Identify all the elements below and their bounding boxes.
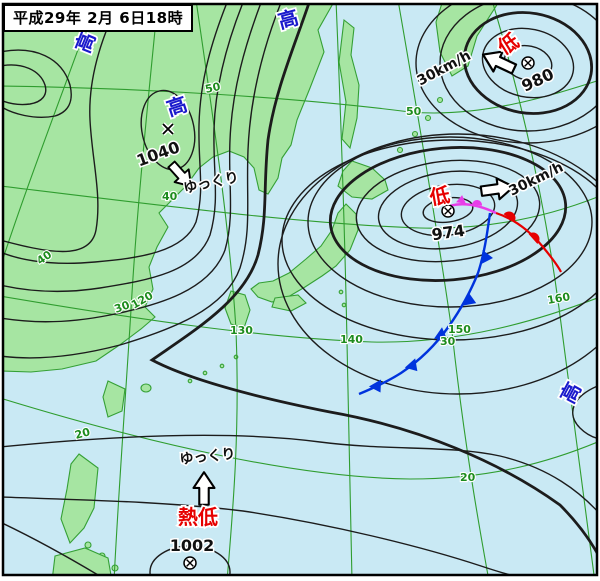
ryukyu-island [187,378,193,384]
island [84,541,92,549]
isobar-980-ring [439,4,597,132]
isobar-line [3,4,282,359]
kamchatka-peninsula [435,4,499,77]
isobar-line [572,385,597,440]
tropical-low-label: 熱低 [178,505,218,529]
kuril-island [424,114,432,122]
parallel-30n [3,295,597,343]
movement-arrows-layer [167,50,518,506]
borneo [52,547,112,575]
land-layer [3,4,499,575]
lat-label-20: 20 [460,471,476,484]
high-1040-direction-arrow [167,160,193,188]
lon-label-130: 130 [230,324,253,337]
isobar-line [3,4,262,323]
lat-label-50: 50 [406,105,422,118]
luzon [60,453,99,545]
tropical-low-value: 1002 [170,536,215,555]
isobar-line [3,64,47,106]
isobar-974-ring [422,196,474,224]
isobar-line [3,4,228,264]
lon-label-140: 140 [340,333,363,346]
high-1040-center-mark [161,122,175,136]
low-980-center-mark [521,56,535,70]
low-974-center-mark [441,204,455,218]
izu-island [341,302,347,308]
ryukyu-island [219,363,225,369]
low-980-direction-arrow [481,50,518,75]
parallel-50n [3,80,597,114]
low-974-label: 低 [427,183,452,210]
meridian-110e [3,4,96,261]
isobar-974-ring [281,139,597,341]
low-974-direction-arrow [479,177,515,201]
lat-label-30: 30 [113,298,132,316]
isobar-980-ring [481,27,575,99]
warm-front-line [495,211,562,273]
meridian-130e [196,4,238,575]
occluded-front-pips [456,195,482,206]
isobar-980-ring [415,4,597,144]
kuril-island [436,96,444,104]
warm-front-bumps [503,211,540,244]
meridian-140e [335,4,353,575]
hainan [140,383,152,393]
isobar-thick-line [149,4,597,556]
taiwan [102,380,126,418]
kuril-island [411,130,419,138]
isobar-line [3,496,513,575]
ryukyu-island [202,370,208,376]
parallel-20n [3,398,597,480]
hokkaido [337,160,389,200]
lon-label-160: 160 [546,290,571,307]
front-layer [358,195,562,396]
isobar-974-ring-thick [328,146,568,282]
honshu [250,203,359,303]
tropical-low-direction-arrow [192,471,216,506]
cold-front-teeth [368,250,493,393]
isobar-line [3,434,597,512]
occluded-front-line [449,203,497,215]
isobar-line [3,4,119,253]
lat-label-30: 30 [440,335,456,348]
chart-date-box: 平成29年 2月 6日18時 [3,4,194,32]
tropical-low-center-mark [183,556,197,570]
sakhalin-island [338,18,360,150]
center-marks-layer [161,56,535,570]
isobar-974-ring [377,170,519,250]
isobar-974-ring [277,133,597,395]
asia-continent [3,4,334,373]
chart-date-text: 平成29年 2月 6日18時 [13,9,184,27]
isobar-line [3,522,100,575]
shikoku [271,294,307,312]
lat-label-40: 40 [162,190,178,203]
isobar-974-ring [307,136,593,308]
isobar-line [3,4,244,293]
lat-label-50: 50 [204,80,222,96]
izu-island [338,289,344,295]
isobar-1002-ring [149,545,231,575]
lat-label-20: 20 [73,425,91,442]
isobar-974-ring [355,159,541,263]
isobar-980-ring-thick [462,11,594,115]
isobar-974-ring [400,183,496,237]
isobar-line [3,49,72,118]
kuril-island [396,146,404,154]
lon-label-150: 150 [448,323,471,336]
